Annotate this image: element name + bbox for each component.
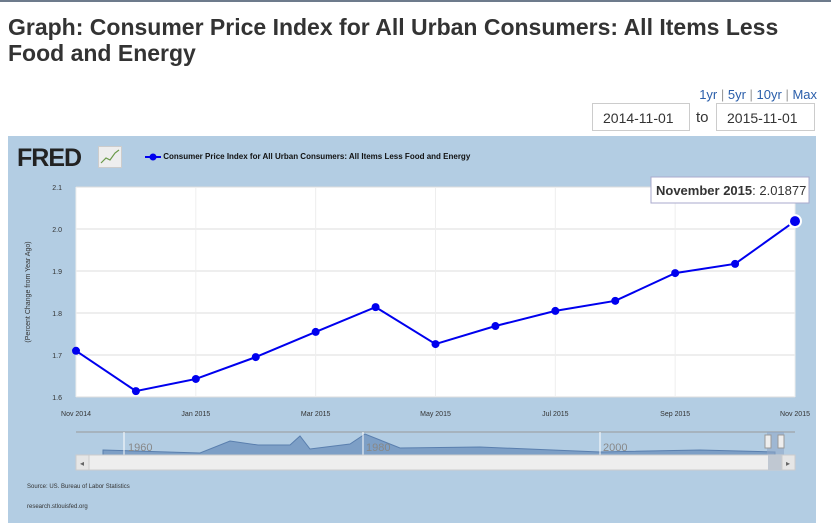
x-tick-label: Jan 2015 xyxy=(181,411,210,418)
data-point[interactable] xyxy=(731,259,740,268)
x-tick-label: Nov 2015 xyxy=(780,411,810,418)
site-link[interactable]: research.stlouisfed.org xyxy=(27,504,88,510)
y-tick-label: 1.6 xyxy=(52,395,62,402)
range-links: 1yr | 5yr | 10yr | Max xyxy=(699,87,817,102)
x-tick-label: Nov 2014 xyxy=(61,411,91,418)
scrollbar[interactable] xyxy=(75,454,796,471)
range-max[interactable]: Max xyxy=(792,87,817,102)
data-point[interactable] xyxy=(72,346,80,355)
data-point[interactable] xyxy=(671,269,680,278)
legend-label: Consumer Price Index for All Urban Consu… xyxy=(163,152,471,161)
data-point[interactable] xyxy=(551,306,560,315)
navigator-series xyxy=(102,433,776,456)
x-tick-label: May 2015 xyxy=(420,411,451,418)
data-point[interactable] xyxy=(611,296,620,305)
svg-text:▸: ▸ xyxy=(786,459,790,468)
data-point[interactable] xyxy=(131,387,140,396)
navigator-handle-right[interactable] xyxy=(777,434,785,449)
scroll-right-button[interactable] xyxy=(781,454,796,471)
x-tick-label: Jul 2015 xyxy=(542,411,569,418)
tooltip-text: November 2015: 2.01877 xyxy=(656,183,806,198)
fred-chart-icon xyxy=(98,146,122,168)
page-title: Graph: Consumer Price Index for All Urba… xyxy=(8,14,779,66)
data-point[interactable] xyxy=(491,322,500,331)
svg-text:◂: ◂ xyxy=(80,459,84,468)
data-point[interactable] xyxy=(251,353,260,362)
y-tick-label: 1.7 xyxy=(52,353,62,360)
x-tick-label: Mar 2015 xyxy=(301,411,331,418)
date-from-input[interactable]: 2014-11-01 xyxy=(592,103,690,131)
top-border xyxy=(0,0,831,2)
nav-label-1960: 1960 xyxy=(128,442,152,454)
data-point[interactable] xyxy=(431,340,440,349)
data-point[interactable] xyxy=(311,327,320,336)
x-tick-label: Sep 2015 xyxy=(660,411,690,418)
source-note: Source: US. Bureau of Labor Statistics xyxy=(27,484,130,490)
scrollbar-thumb[interactable] xyxy=(768,455,782,470)
y-tick-label: 2.1 xyxy=(52,185,62,192)
data-point[interactable] xyxy=(788,214,802,229)
legend-item[interactable]: Consumer Price Index for All Urban Consu… xyxy=(145,152,470,161)
data-point[interactable] xyxy=(191,374,200,383)
fred-logo: FRED xyxy=(17,144,82,172)
y-tick-label: 1.8 xyxy=(52,311,62,318)
range-1yr[interactable]: 1yr xyxy=(699,87,718,102)
nav-label-1980: 1980 xyxy=(366,442,390,454)
tooltip xyxy=(650,176,810,204)
scroll-left-button[interactable] xyxy=(75,454,90,471)
legend-marker-icon xyxy=(145,153,161,161)
nav-label-2000: 2000 xyxy=(603,442,627,454)
y-axis-label: (Percent Change from Year Ago) xyxy=(25,241,32,342)
to-label: to xyxy=(696,109,709,126)
date-to-input[interactable]: 2015-11-01 xyxy=(716,103,815,131)
data-point[interactable] xyxy=(371,303,380,312)
y-tick-label: 2.0 xyxy=(52,227,62,234)
navigator-handle-left[interactable] xyxy=(764,434,772,449)
range-10yr[interactable]: 10yr xyxy=(756,87,782,102)
range-5yr[interactable]: 5yr xyxy=(727,87,746,102)
y-tick-label: 1.9 xyxy=(52,269,62,276)
